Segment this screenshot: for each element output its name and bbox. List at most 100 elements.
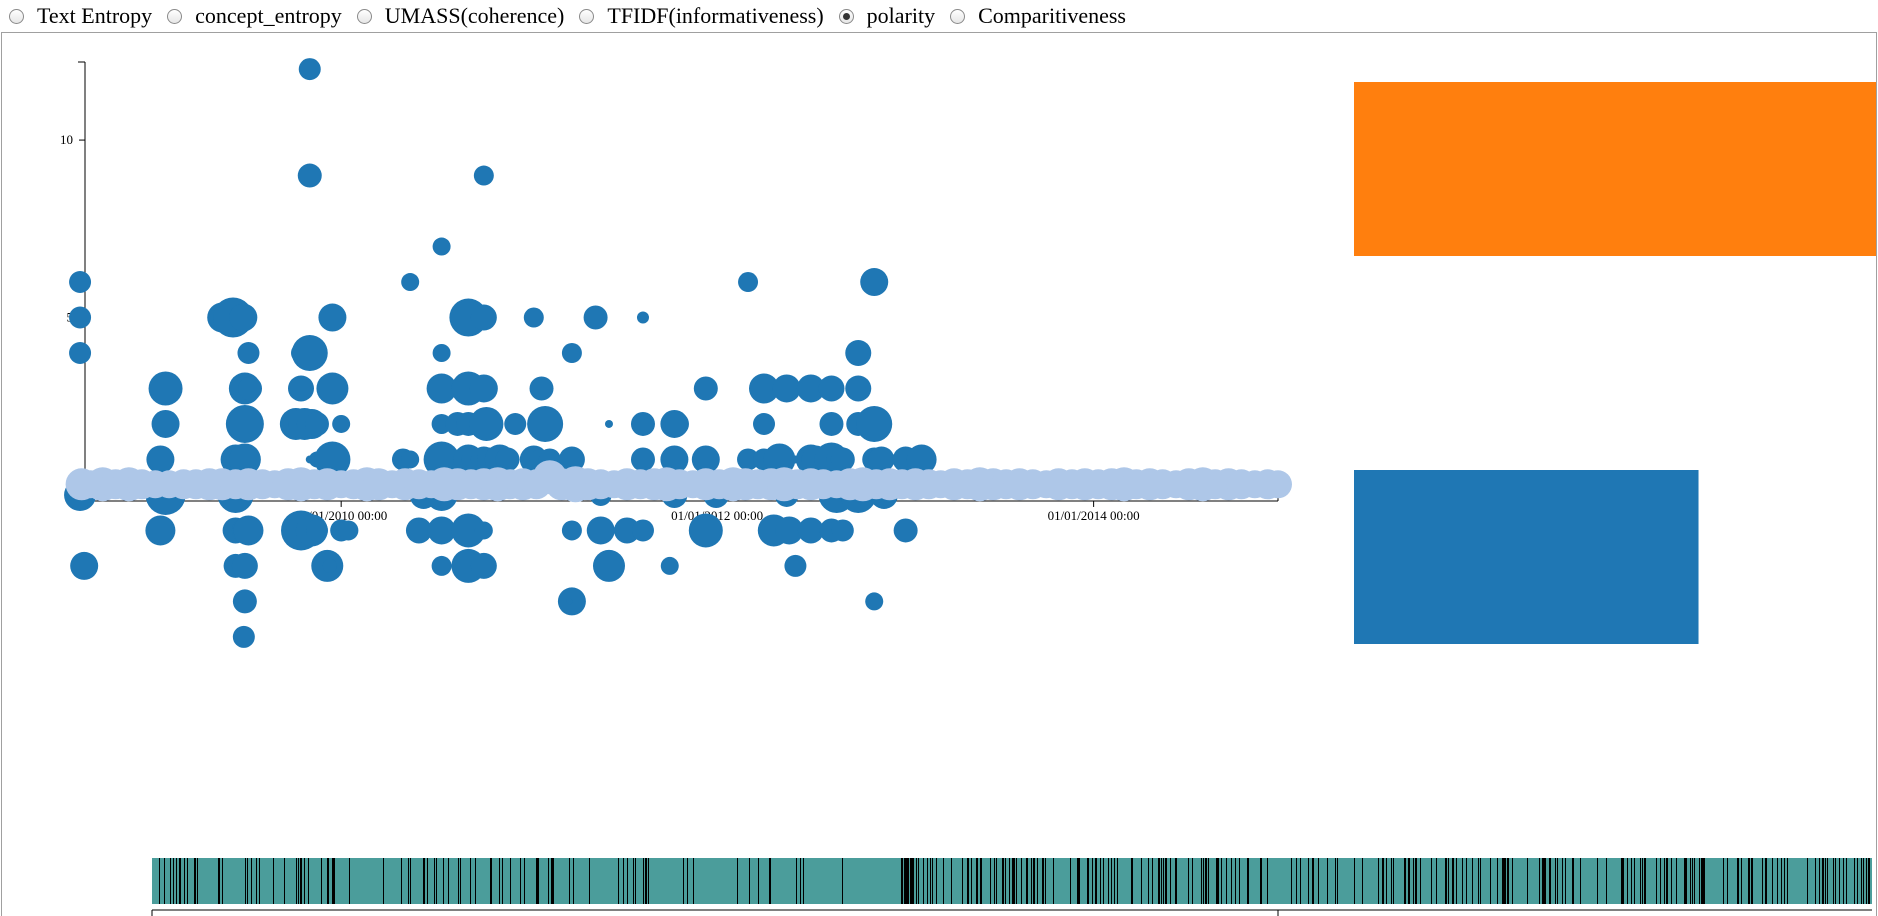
data-point xyxy=(233,515,264,546)
data-point xyxy=(297,163,322,188)
radio-tfidf-informativeness[interactable]: TFIDF(informativeness) xyxy=(579,3,824,29)
brush-tick xyxy=(334,858,335,904)
brush-tick xyxy=(1703,858,1705,904)
radio-button[interactable] xyxy=(579,8,595,24)
brush-tick xyxy=(1300,858,1301,904)
data-point xyxy=(291,335,328,371)
brush-tick xyxy=(520,858,521,904)
radio-button[interactable] xyxy=(356,8,372,24)
brush-tick xyxy=(164,858,165,904)
brush-tick xyxy=(930,858,931,904)
data-point xyxy=(558,446,585,473)
data-point xyxy=(146,445,175,474)
data-point xyxy=(592,549,625,582)
brush-tick xyxy=(1565,858,1566,904)
data-point xyxy=(860,268,889,297)
brush-tick xyxy=(1327,858,1328,904)
brush-tick xyxy=(1095,858,1097,904)
data-point xyxy=(614,517,641,544)
brush-tick xyxy=(1445,858,1447,904)
radio-comparitiveness[interactable]: Comparitiveness xyxy=(950,3,1126,29)
brush-tick xyxy=(443,858,444,904)
data-point xyxy=(229,303,258,332)
chart-frame xyxy=(1,32,1877,916)
brush-tick xyxy=(1580,858,1581,904)
data-point xyxy=(630,447,655,472)
data-point xyxy=(737,448,760,471)
data-point xyxy=(145,515,176,546)
brush-tick xyxy=(1452,858,1454,904)
data-point xyxy=(451,513,486,548)
brush-tick xyxy=(994,858,995,904)
radio-button[interactable] xyxy=(838,8,854,24)
data-point xyxy=(583,305,608,330)
brush-tick xyxy=(536,858,538,904)
radio-button[interactable] xyxy=(167,8,183,24)
data-point xyxy=(831,519,854,542)
brush-tick xyxy=(1033,858,1035,904)
brush-tick xyxy=(1671,858,1672,904)
brush-tick xyxy=(1825,858,1826,904)
brush-tick xyxy=(1723,858,1724,904)
brush-tick xyxy=(245,858,246,904)
brush-tick xyxy=(932,858,933,904)
data-point xyxy=(225,404,264,443)
radio-umass-coherence[interactable]: UMASS(coherence) xyxy=(356,3,564,29)
brush-tick xyxy=(1208,858,1209,904)
brush-tick xyxy=(1413,858,1414,904)
brush-tick xyxy=(1175,858,1177,904)
data-point xyxy=(316,372,349,405)
brush-tick xyxy=(551,858,553,904)
data-point xyxy=(401,450,420,469)
legend-bar xyxy=(1354,82,1876,256)
data-point xyxy=(693,376,718,401)
data-point xyxy=(237,342,260,364)
brush-tick xyxy=(1393,858,1394,904)
brush-tick xyxy=(1572,858,1574,904)
data-point xyxy=(238,376,263,401)
brush-tick xyxy=(1627,858,1628,904)
data-point xyxy=(660,556,679,575)
brush-tick xyxy=(1415,858,1417,904)
brush-tick xyxy=(1362,858,1363,904)
brush-tick xyxy=(1012,858,1014,904)
brush-tick xyxy=(1606,858,1607,904)
brush-tick xyxy=(1218,858,1219,904)
data-point xyxy=(338,520,359,541)
brush-tick xyxy=(1781,858,1782,904)
brush-tick xyxy=(1557,858,1558,904)
brush-tick xyxy=(1815,858,1816,904)
brush-tick xyxy=(218,858,220,904)
radio-text-entropy[interactable]: Text Entropy xyxy=(9,3,152,29)
radio-polarity[interactable]: polarity xyxy=(838,3,935,29)
brush-tick xyxy=(573,858,574,904)
brush-tick xyxy=(1701,858,1703,904)
radio-button[interactable] xyxy=(9,8,24,24)
data-point xyxy=(691,445,720,474)
data-point xyxy=(427,516,456,545)
radio-button[interactable] xyxy=(950,8,966,24)
brush-tick xyxy=(448,858,449,904)
brush-tick xyxy=(1692,858,1693,904)
brush-tick xyxy=(1666,858,1668,904)
legend-bars xyxy=(1354,82,1876,644)
data-point xyxy=(561,520,582,541)
brush-tick xyxy=(1205,858,1207,904)
brush-tick xyxy=(1100,858,1101,904)
brush-tick xyxy=(1165,858,1167,904)
brush-tick xyxy=(1748,858,1750,904)
brush-tick xyxy=(962,858,963,904)
data-point xyxy=(426,373,457,404)
data-point xyxy=(298,58,321,81)
radio-label: TFIDF(informativeness) xyxy=(607,3,824,28)
brush-tick xyxy=(1542,858,1544,904)
brush-tick xyxy=(197,858,198,904)
brush-tick xyxy=(499,858,500,904)
brush-tick xyxy=(1846,858,1847,904)
radio-concept-entropy[interactable]: concept_entropy xyxy=(167,3,342,29)
brush-tick xyxy=(1807,858,1808,904)
brush-tick xyxy=(1684,858,1686,904)
data-point xyxy=(796,374,825,403)
brush-tick xyxy=(470,858,471,904)
